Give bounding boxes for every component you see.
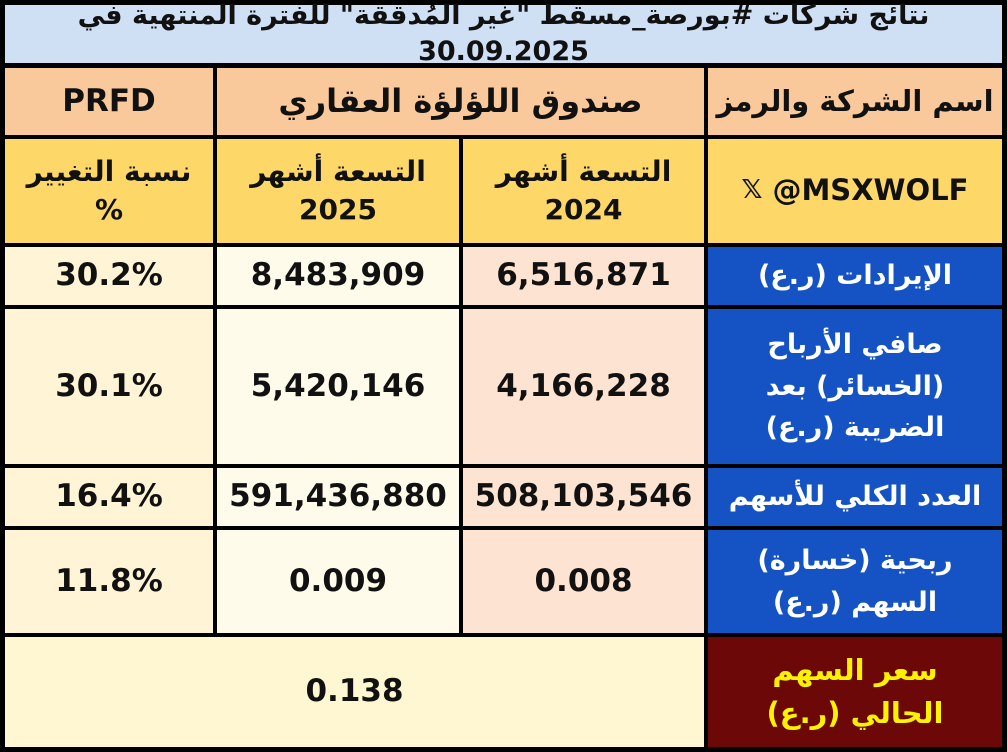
symbol-cell: PRFD (5, 68, 213, 135)
total-shares-previous: 508,103,546 (463, 468, 704, 526)
previous-period-header: التسعة أشهر 2024 (463, 139, 704, 243)
handle-cell: 𝕏 @MSXWOLF (708, 139, 1002, 243)
eps-current: 0.009 (217, 530, 459, 633)
previous-header-line2: 2024 (544, 193, 623, 226)
revenue-current: 8,483,909 (217, 247, 459, 305)
net-profit-current: 5,420,146 (217, 309, 459, 464)
eps-label: ربحية (خسارة) السهم (ر.ع) (708, 530, 1002, 633)
total-shares-label: العدد الكلي للأسهم (708, 468, 1002, 526)
results-table: نتائج شركات #بورصة_مسقط "غير المُدققة" ل… (3, 0, 1004, 749)
eps-previous: 0.008 (463, 530, 704, 633)
current-header-line2: 2025 (299, 193, 377, 226)
net-profit-label: صافي الأرباح (الخسائر) بعد الضريبة (ر.ع) (708, 309, 1002, 464)
x-logo-icon: 𝕏 (741, 175, 763, 206)
change-column-header: نسبة التغيير % (5, 139, 213, 243)
current-price-label: سعر السهم الحالي (ر.ع) (708, 637, 1002, 747)
change-header-line1: نسبة التغيير (26, 155, 192, 189)
total-shares-current: 591,436,880 (217, 468, 459, 526)
current-price-value: 0.138 (5, 637, 704, 747)
current-header-line1: التسعة أشهر (250, 155, 426, 189)
net-profit-previous: 4,166,228 (463, 309, 704, 464)
handle-text: @MSXWOLF (772, 173, 969, 208)
current-period-header: التسعة أشهر 2025 (217, 139, 459, 243)
company-label-cell: اسم الشركة والرمز (708, 68, 1002, 135)
net-profit-change: 30.1% (5, 309, 213, 464)
revenue-change: 30.2% (5, 247, 213, 305)
previous-header-line1: التسعة أشهر (495, 155, 672, 189)
change-header-line2: % (94, 193, 124, 226)
company-name-cell: صندوق اللؤلؤة العقاري (217, 68, 704, 135)
page-title: نتائج شركات #بورصة_مسقط "غير المُدققة" ل… (5, 0, 1002, 67)
eps-change: 11.8% (5, 530, 213, 633)
total-shares-change: 16.4% (5, 468, 213, 526)
revenue-previous: 6,516,871 (463, 247, 704, 305)
revenue-label: الإيرادات (ر.ع) (708, 247, 1002, 305)
